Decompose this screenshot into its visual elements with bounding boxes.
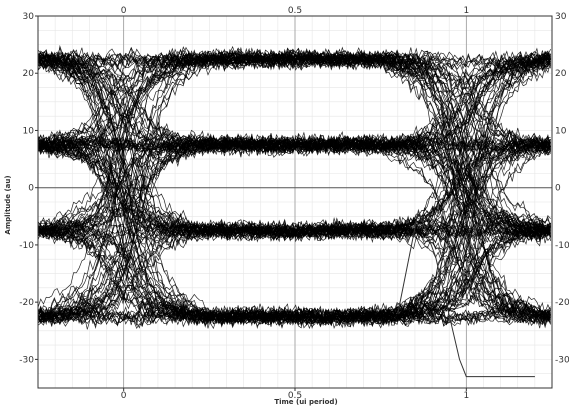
eye-trace bbox=[37, 48, 551, 318]
eye-trace bbox=[37, 48, 551, 243]
eye-trace bbox=[37, 136, 551, 242]
outlier-line bbox=[397, 208, 535, 378]
eye-trace bbox=[37, 56, 551, 157]
y-tick-label-left: -10 bbox=[19, 241, 34, 251]
outlier-trace bbox=[397, 208, 535, 378]
y-tick-label-right: 30 bbox=[555, 12, 567, 22]
y-tick-label-right: -30 bbox=[555, 355, 569, 365]
y-tick-label-left: 30 bbox=[23, 12, 35, 22]
x-tick-label-top: 0.5 bbox=[288, 6, 302, 16]
y-tick-label-left: -30 bbox=[19, 355, 34, 365]
eye-trace bbox=[37, 221, 551, 322]
x-axis-label: Time (ui period) bbox=[274, 398, 337, 406]
y-tick-label-left: 20 bbox=[23, 69, 35, 79]
eye-trace bbox=[37, 52, 551, 154]
y-tick-label-left: 10 bbox=[23, 126, 35, 136]
eye-trace bbox=[37, 226, 551, 327]
eye-trace bbox=[37, 52, 551, 325]
x-tick-label-bottom: 0 bbox=[121, 391, 127, 401]
y-tick-label-right: 0 bbox=[555, 184, 561, 194]
eye-trace bbox=[37, 47, 551, 238]
eye-trace bbox=[37, 58, 551, 236]
x-tick-label-bottom: 0.5 bbox=[288, 391, 302, 401]
y-tick-label-right: -10 bbox=[555, 241, 569, 251]
x-tick-label-top: 0 bbox=[121, 6, 127, 16]
eye-trace bbox=[37, 57, 551, 318]
y-tick-label-right: 10 bbox=[555, 126, 567, 136]
eye-trace bbox=[37, 45, 551, 237]
eye-trace bbox=[37, 221, 551, 329]
eye-trace bbox=[37, 53, 551, 327]
x-tick-label-bottom: 1 bbox=[463, 391, 469, 401]
eye-trace bbox=[37, 48, 551, 242]
eye-trace bbox=[37, 48, 551, 235]
tick-labels: 0 0 0.5 0.5 1 1 -30 -30 -20 -20 -10 -10 0 0 10 10 20 20 30… bbox=[19, 6, 569, 401]
eye-trace bbox=[37, 133, 551, 240]
eye-trace bbox=[37, 133, 551, 159]
y-tick-label-right: 20 bbox=[555, 69, 567, 79]
eye-trace bbox=[37, 224, 551, 328]
eye-trace bbox=[37, 58, 551, 325]
eye-trace bbox=[37, 217, 551, 326]
eye-trace bbox=[37, 58, 551, 325]
eye-trace bbox=[37, 139, 551, 242]
y-tick-label-left: -20 bbox=[19, 298, 34, 308]
y-tick-label-left: 0 bbox=[28, 184, 34, 194]
eye-trace bbox=[37, 49, 551, 324]
y-tick-label-right: -20 bbox=[555, 298, 569, 308]
eye-trace bbox=[37, 47, 551, 326]
eye-trace bbox=[37, 53, 551, 325]
y-axis-label: Amplitude (au) bbox=[4, 175, 12, 234]
x-tick-label-top: 1 bbox=[463, 6, 469, 16]
eye-traces bbox=[37, 44, 551, 330]
